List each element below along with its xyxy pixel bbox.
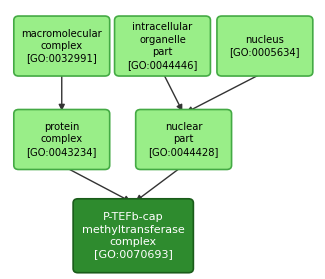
Text: nucleus
[GO:0005634]: nucleus [GO:0005634] bbox=[230, 35, 300, 57]
FancyBboxPatch shape bbox=[136, 110, 231, 170]
Text: macromolecular
complex
[GO:0032991]: macromolecular complex [GO:0032991] bbox=[21, 29, 102, 63]
FancyBboxPatch shape bbox=[14, 110, 110, 170]
Text: P-TEFb-cap
methyltransferase
complex
[GO:0070693]: P-TEFb-cap methyltransferase complex [GO… bbox=[82, 212, 185, 259]
Text: intracellular
organelle
part
[GO:0044446]: intracellular organelle part [GO:0044446… bbox=[127, 22, 198, 70]
FancyBboxPatch shape bbox=[14, 16, 110, 76]
FancyBboxPatch shape bbox=[114, 16, 211, 76]
FancyBboxPatch shape bbox=[73, 199, 193, 273]
FancyBboxPatch shape bbox=[217, 16, 313, 76]
Text: protein
complex
[GO:0043234]: protein complex [GO:0043234] bbox=[27, 122, 97, 157]
Text: nuclear
part
[GO:0044428]: nuclear part [GO:0044428] bbox=[149, 122, 219, 157]
